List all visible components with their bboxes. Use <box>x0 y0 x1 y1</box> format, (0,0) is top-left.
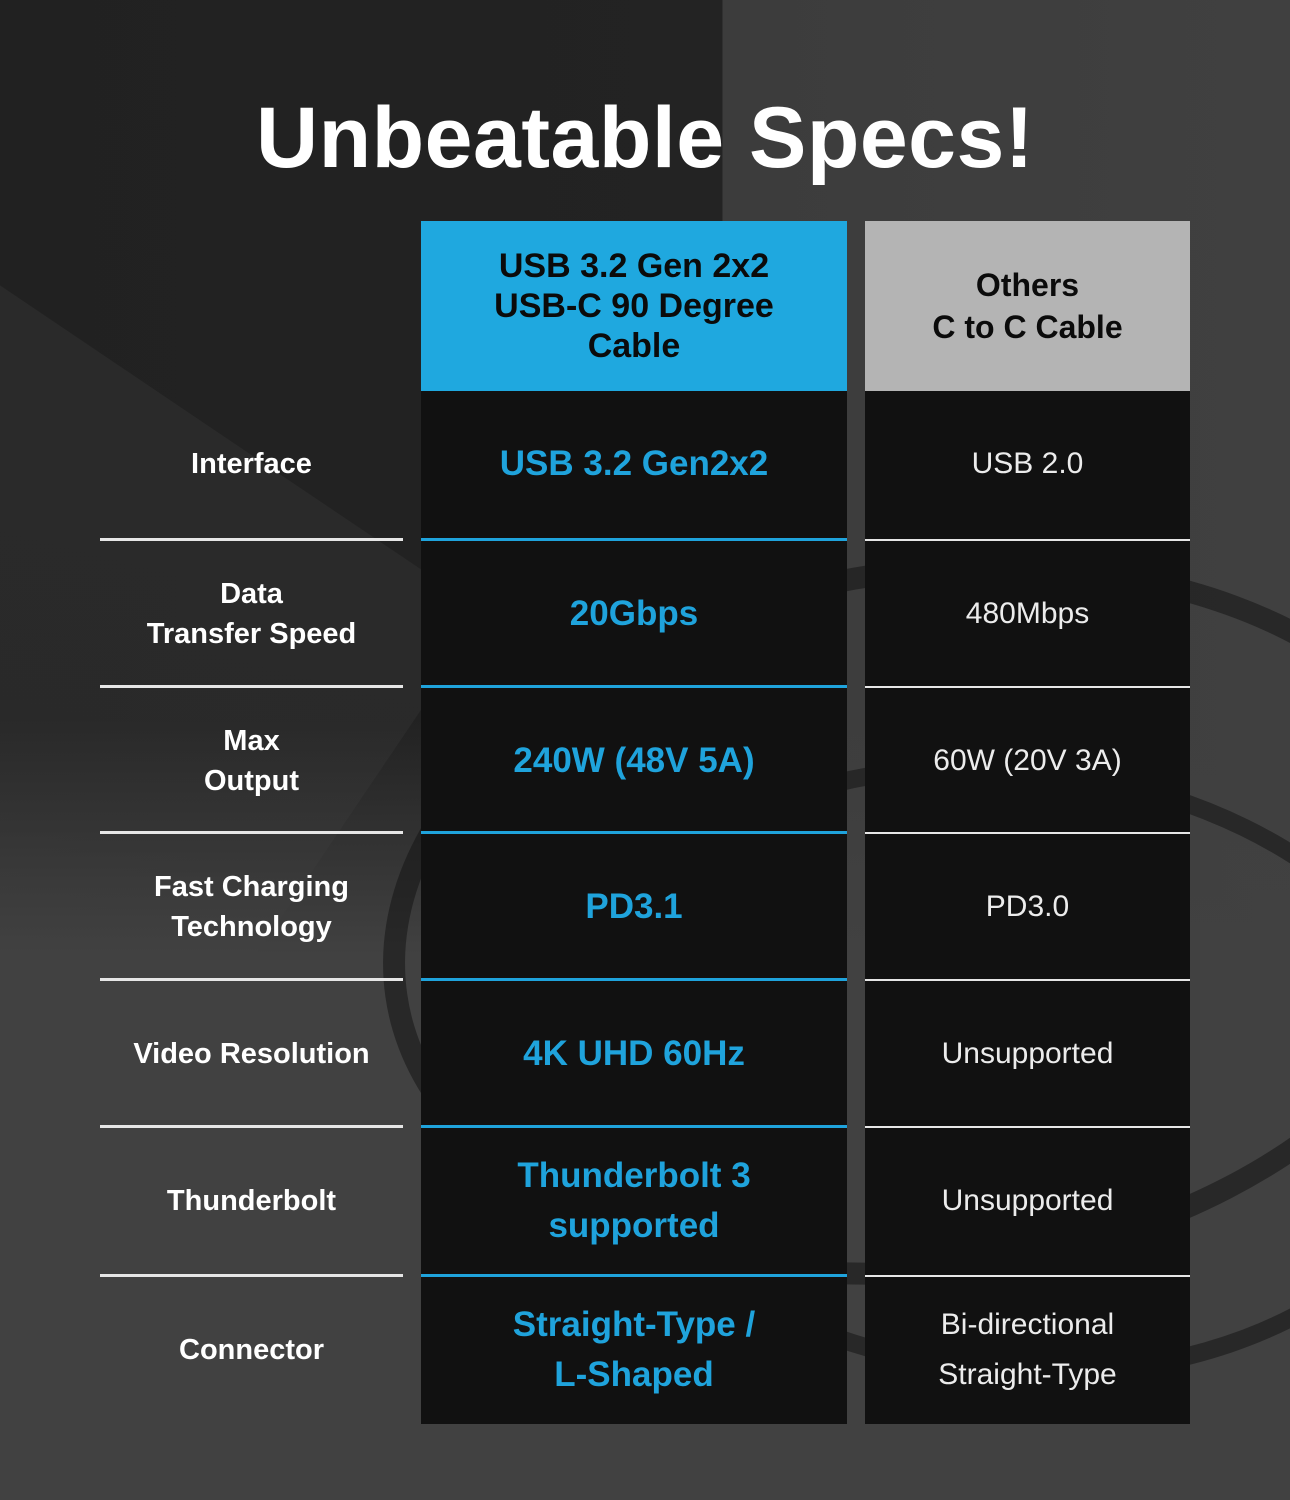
row-divider <box>421 978 847 981</box>
ours-value: Thunderbolt 3 supported <box>517 1156 751 1245</box>
others-value: 60W (20V 3A) <box>933 744 1122 777</box>
others-value: Unsupported <box>941 1184 1114 1217</box>
row-divider <box>865 686 1190 688</box>
row-divider <box>100 1125 403 1128</box>
column-header-others-label: Others C to C Cable <box>932 267 1123 345</box>
ours-value: 240W (48V 5A) <box>513 741 755 780</box>
row-label: Video Resolution <box>133 1038 370 1070</box>
others-value: PD3.0 <box>985 890 1070 923</box>
others-value: 480Mbps <box>965 597 1090 630</box>
others-value: Unsupported <box>941 1037 1114 1070</box>
row-divider <box>865 1126 1190 1128</box>
ours-value: Straight-Type / L-Shaped <box>512 1305 756 1394</box>
ours-value: PD3.1 <box>585 887 683 926</box>
row-label: Thunderbolt <box>166 1185 337 1217</box>
row-divider <box>100 1274 403 1277</box>
page-title: Unbeatable Specs! <box>256 90 1034 186</box>
row-divider <box>100 538 403 541</box>
row-divider <box>421 831 847 834</box>
row-divider <box>100 831 403 834</box>
row-label: Interface <box>191 448 312 480</box>
column-header-ours: USB 3.2 Gen 2x2 USB-C 90 Degree Cable <box>421 221 847 391</box>
row-label: Connector <box>179 1334 324 1366</box>
row-label: Fast Charging Technology <box>154 871 349 943</box>
row-divider <box>865 1275 1190 1277</box>
row-divider <box>421 538 847 541</box>
row-label: Max Output <box>203 725 299 797</box>
row-divider <box>865 539 1190 541</box>
row-divider <box>865 832 1190 834</box>
row-divider <box>865 979 1190 981</box>
column-others-background <box>865 391 1190 1424</box>
row-label: Data Transfer Speed <box>146 578 357 650</box>
row-divider <box>100 978 403 981</box>
ours-value: 4K UHD 60Hz <box>523 1034 745 1073</box>
row-divider <box>421 1274 847 1277</box>
ours-value: USB 3.2 Gen2x2 <box>499 444 769 483</box>
column-ours-background <box>421 391 847 1424</box>
others-value: USB 2.0 <box>971 447 1084 480</box>
column-header-ours-label: USB 3.2 Gen 2x2 USB-C 90 Degree Cable <box>494 247 774 365</box>
column-header-others: Others C to C Cable <box>865 221 1190 391</box>
row-divider <box>100 685 403 688</box>
others-value: Bi-directional Straight-Type <box>938 1308 1117 1391</box>
row-divider <box>421 685 847 688</box>
row-divider <box>421 1125 847 1128</box>
ours-value: 20Gbps <box>569 594 699 633</box>
